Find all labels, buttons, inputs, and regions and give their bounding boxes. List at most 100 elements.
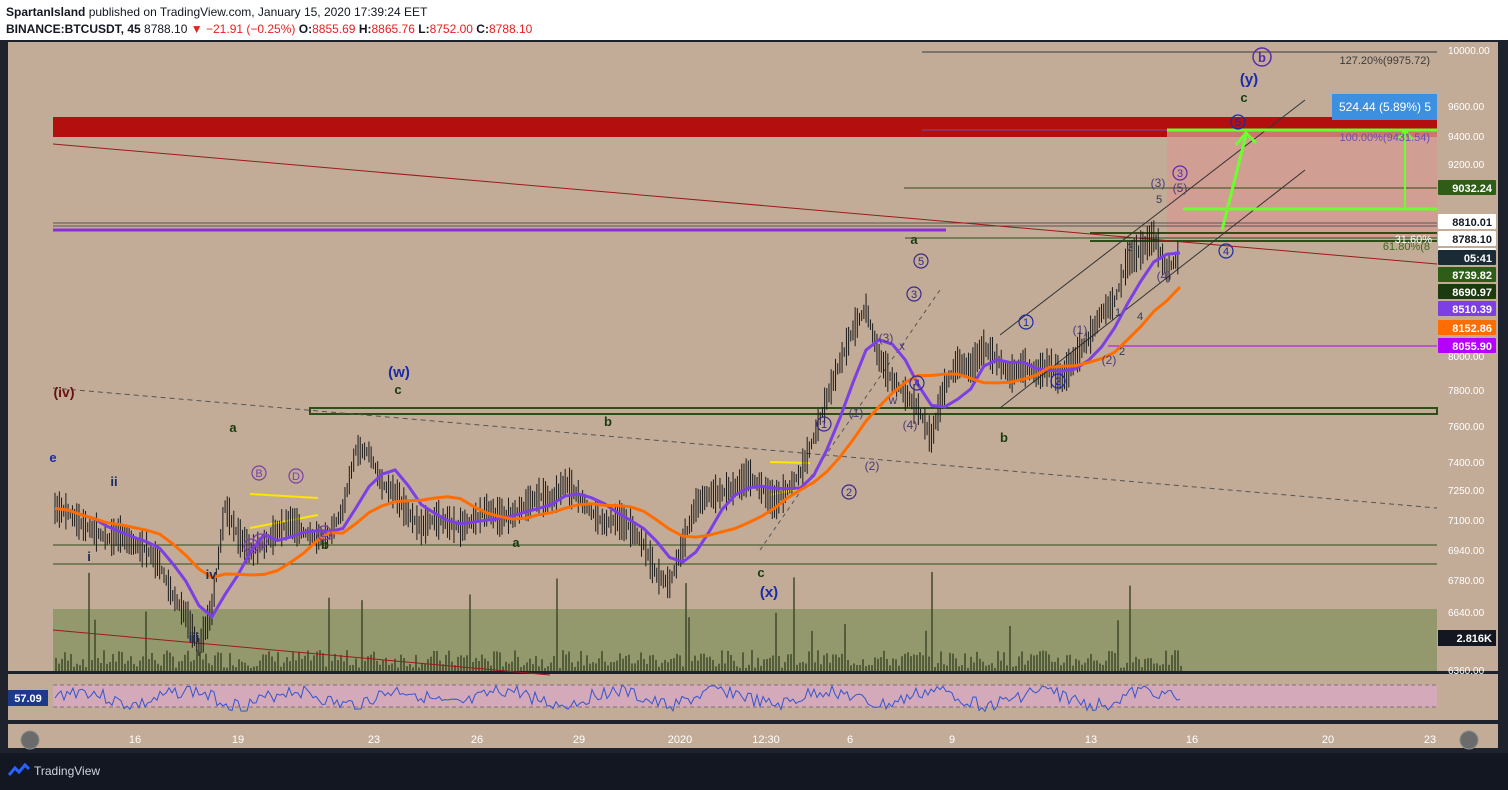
volume-bar	[841, 653, 843, 671]
volume-bar	[625, 655, 627, 671]
volume-bar	[805, 663, 807, 671]
volume-bar	[811, 630, 813, 671]
volume-bar	[76, 663, 78, 671]
high-value: 8865.76	[371, 22, 415, 36]
volume-bar	[1150, 658, 1152, 671]
volume-bar	[403, 658, 405, 671]
wave-1-small: 1	[1115, 307, 1121, 319]
price-tag: 8810.01	[1452, 217, 1492, 229]
volume-bar	[1099, 663, 1101, 671]
volume-bar	[445, 654, 447, 671]
wave-4-b: 4	[1223, 246, 1229, 258]
volume-bar	[163, 654, 165, 671]
open-value: 8855.69	[312, 22, 356, 36]
volume-bar	[718, 663, 720, 671]
volume-bar	[607, 665, 609, 671]
volume-bar	[517, 656, 519, 671]
price-tag: 8690.97	[1452, 287, 1492, 299]
wave-B-circle	[251, 465, 267, 481]
price-tick-label: 8000.00	[1448, 352, 1485, 363]
volume-bar	[385, 657, 387, 671]
price-tag-bg	[1438, 338, 1496, 353]
volume-bar	[337, 660, 339, 671]
volume-bar	[994, 667, 996, 671]
price-tag: 8739.82	[1452, 270, 1492, 282]
wave-i: i	[87, 549, 91, 564]
volume-bar	[1072, 665, 1074, 671]
price-tag: 8152.86	[1452, 323, 1492, 335]
volume-bar	[766, 659, 768, 671]
volume-bar	[1168, 664, 1170, 671]
volume-bar	[148, 659, 150, 671]
volume-bar	[655, 659, 657, 671]
volume-bar	[247, 665, 249, 671]
volume-bar	[976, 651, 978, 671]
price-tag: 05:41	[1464, 253, 1492, 265]
volume-bar	[325, 666, 327, 671]
volume-bar	[547, 666, 549, 671]
yellow-line-3	[769, 461, 811, 464]
volume-bar	[652, 654, 654, 671]
chart-canvas[interactable]: (iv)(w)(x)(y)beiiiiiiivabcabcabcABCDE123…	[0, 40, 1508, 753]
fib-small-label: 31.60%	[1395, 234, 1433, 246]
wave-p4-a: (4)	[903, 418, 918, 432]
time-tick-label: 29	[573, 734, 585, 746]
volume-bar	[781, 667, 783, 671]
volume-bar	[103, 650, 105, 671]
volume-bar	[808, 651, 810, 671]
tradingview-brand[interactable]: TradingView	[34, 764, 101, 778]
volume-bar	[70, 653, 72, 671]
volume-bar	[550, 662, 552, 671]
rsi-line	[54, 684, 1181, 713]
volume-bar	[427, 659, 429, 671]
volume-bar	[745, 667, 747, 671]
volume-bar	[826, 653, 828, 671]
volume-bar	[658, 666, 660, 671]
volume-bar	[352, 664, 354, 671]
volume-bar	[271, 656, 273, 671]
wave-x: (x)	[760, 584, 778, 601]
volume-bar	[358, 667, 360, 671]
volume-bar	[1000, 660, 1002, 671]
volume-bar	[700, 653, 702, 671]
volume-bar	[106, 663, 108, 671]
volume-bar	[1138, 659, 1140, 671]
symbol-name[interactable]: BINANCE:BTCUSDT, 45	[6, 22, 141, 36]
volume-bar	[316, 651, 318, 671]
volume-bar	[523, 665, 525, 671]
volume-bar	[649, 655, 651, 671]
volume-bar	[856, 665, 858, 671]
volume-bar	[784, 662, 786, 671]
wave-p4-b: (4)	[1157, 269, 1172, 283]
volume-bar	[223, 667, 225, 671]
publisher-name[interactable]: SpartanIsland	[6, 5, 86, 19]
volume-bar	[190, 661, 192, 671]
volume-bar	[829, 662, 831, 671]
volume-bar	[295, 660, 297, 671]
volume-bar	[859, 664, 861, 671]
volume-bar	[1144, 659, 1146, 671]
volume-bar	[616, 660, 618, 671]
volume-bar	[979, 658, 981, 671]
volume-bar	[925, 630, 927, 671]
volume-bar	[1060, 665, 1062, 671]
volume-bar	[130, 656, 132, 671]
price-tick-label: 7600.00	[1448, 422, 1485, 433]
volume-bar	[370, 654, 372, 671]
volume-bar	[406, 666, 408, 671]
volume-bar	[412, 667, 414, 671]
volume-bar	[613, 662, 615, 671]
measure-arrow	[1396, 128, 1414, 209]
wave-c-3: c	[1240, 90, 1247, 105]
volume-bar	[862, 659, 864, 671]
volume-bar	[1003, 652, 1005, 671]
volume-bar	[391, 663, 393, 671]
volume-bar	[97, 658, 99, 671]
volume-bar	[157, 663, 159, 671]
wave-b-3: b	[1000, 430, 1008, 445]
chart-frame[interactable]: (iv) (w) (x) (y) b e i ii iii iv a b c a b c a b c A B C D E 1 2 3…	[0, 40, 1508, 753]
volume-bar	[1171, 654, 1173, 671]
time-tick-label: 19	[232, 734, 244, 746]
volume-bar	[529, 658, 531, 671]
wave-5-b-circle	[1230, 114, 1246, 130]
